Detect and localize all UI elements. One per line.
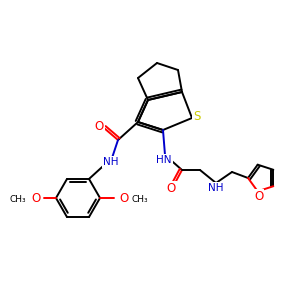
Text: NH: NH [208,183,224,193]
Text: O: O [94,119,103,133]
Text: CH₃: CH₃ [132,194,148,203]
Text: O: O [32,193,40,206]
Text: S: S [193,110,201,122]
Text: HN: HN [156,155,172,165]
Text: O: O [167,182,176,194]
Text: CH₃: CH₃ [9,196,26,205]
Text: O: O [254,190,263,203]
Text: O: O [119,191,129,205]
Text: NH: NH [103,157,119,167]
